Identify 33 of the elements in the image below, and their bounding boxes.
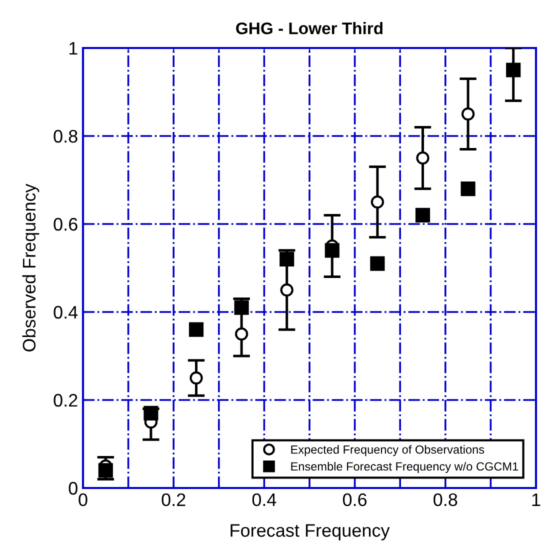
x-tick-label: 0.2 [162, 493, 186, 506]
x-tick-label: 0.4 [252, 493, 276, 506]
point [190, 371, 203, 385]
y-tick-label: 0.2 [54, 394, 78, 407]
y-tick-label: 0.8 [54, 130, 78, 143]
point [280, 252, 294, 266]
chart-title: GHG - Lower Third [236, 22, 382, 34]
point [188, 322, 204, 337]
y-tick-label: 0 [68, 482, 78, 495]
x-tick-label: 0.6 [342, 493, 367, 506]
point [460, 182, 476, 196]
point [506, 62, 521, 78]
point [98, 463, 113, 478]
point [461, 107, 475, 121]
point [415, 208, 430, 222]
x-axis-title: Forecast Frequency [230, 524, 390, 540]
point [280, 283, 294, 297]
y-axis-title: Observed Frequency [22, 184, 40, 352]
x-tick-label: 0.8 [434, 493, 458, 506]
y-tick-label: 1 [69, 42, 78, 55]
point [144, 406, 158, 420]
point [416, 151, 430, 165]
point [324, 243, 340, 258]
x-tick-label: 0 [78, 493, 88, 506]
y-tick-label: 0.6 [54, 218, 78, 231]
point [234, 327, 248, 341]
point [370, 256, 385, 271]
y-tick-label: 0.4 [54, 306, 78, 319]
legend-label: Expected Frequency of Observations [291, 445, 484, 456]
point [234, 300, 249, 315]
legend-label: Ensemble Forecast Frequency w/o CGCM1 [291, 462, 518, 473]
x-tick-label: 1 [532, 494, 540, 506]
point [370, 195, 384, 209]
